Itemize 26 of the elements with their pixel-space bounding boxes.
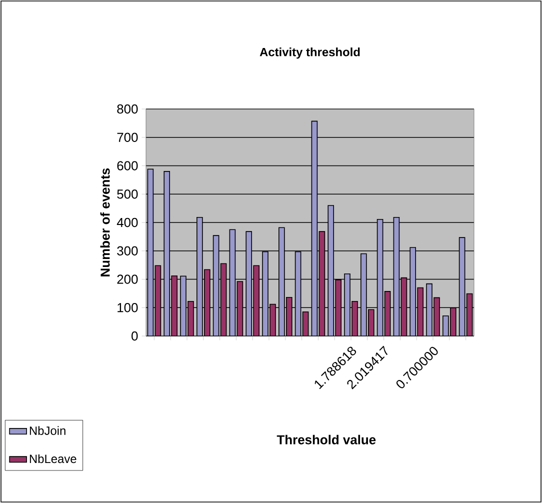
bar — [229, 229, 236, 336]
bar — [458, 237, 466, 336]
bar — [154, 265, 162, 336]
bar — [393, 216, 400, 336]
y-tick-label: 300 — [117, 246, 138, 256]
bar — [311, 120, 318, 336]
y-tick-label: 800 — [117, 104, 138, 114]
bar — [318, 231, 326, 336]
bar — [294, 251, 302, 336]
y-tick-label: 200 — [117, 274, 138, 284]
y-axis-title: Number of events — [100, 168, 110, 276]
legend-label: NbLeave — [30, 454, 76, 464]
bar — [376, 218, 384, 336]
y-tick-label: 700 — [117, 132, 138, 142]
bar — [400, 277, 408, 336]
bar — [148, 169, 154, 336]
y-tick-label: 0 — [132, 331, 138, 341]
y-tick-label: 100 — [118, 303, 138, 312]
y-tick-label: 500 — [117, 190, 138, 199]
chart-title: Activity threshold — [260, 48, 360, 59]
x-axis-title: Threshold value — [276, 434, 376, 444]
y-tick-label: 600 — [117, 161, 138, 170]
y-tick-label: 400 — [116, 218, 138, 228]
bar — [212, 235, 220, 336]
bar — [220, 263, 227, 336]
legend-label: NbJoin — [30, 426, 66, 435]
